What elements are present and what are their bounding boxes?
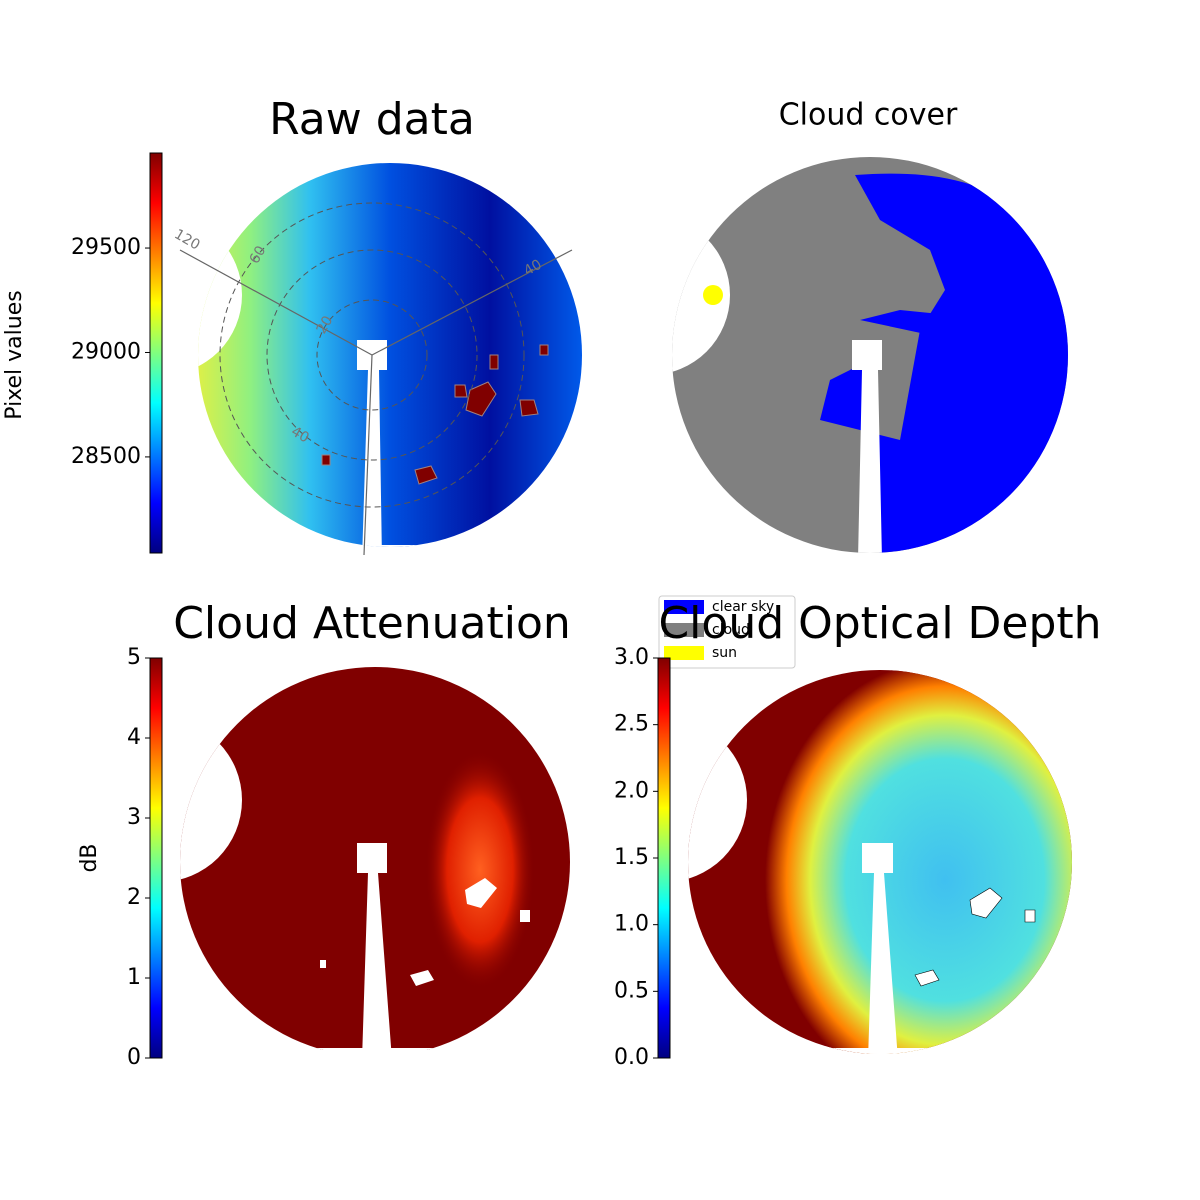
panel-title: Cloud Optical Depth	[658, 598, 1101, 649]
legend-swatch	[664, 646, 704, 660]
polar-axis	[179, 249, 573, 556]
colorbar	[657, 657, 671, 1059]
colorbar-tick-label: 3	[127, 805, 141, 830]
colorbar-tick-label: 2	[127, 885, 141, 910]
polar-grid	[219, 202, 525, 508]
panel-title: Raw data	[269, 94, 475, 145]
optical-depth-image	[688, 670, 1072, 1054]
colorbar-label: Pixel values	[2, 290, 27, 419]
legend-swatch	[664, 623, 704, 637]
legend-swatch	[664, 600, 704, 614]
colorbar-tick-label: 2.5	[614, 712, 649, 737]
colorbar-tick-label: 1	[127, 965, 141, 990]
panel-title: Cloud cover	[779, 98, 958, 133]
polar-label: 40	[521, 257, 544, 280]
legend-label: cloud	[712, 622, 750, 638]
colorbar-tick-label: 29000	[71, 339, 141, 364]
colorbar	[149, 152, 163, 554]
sun-marker	[703, 285, 723, 305]
colorbar-tick-label: 0	[127, 1045, 141, 1070]
colorbar-tick-label: 4	[127, 725, 141, 750]
colorbar-tick-label: 3.0	[614, 645, 649, 670]
colorbar	[149, 657, 163, 1059]
legend-label: sun	[712, 645, 737, 661]
colorbar-tick-label: 0.5	[614, 978, 649, 1003]
polar-label: 20	[314, 313, 337, 336]
colorbar-tick-label: 5	[127, 645, 141, 670]
legend-label: clear sky	[712, 599, 774, 615]
colorbar-tick-label: 29500	[71, 235, 141, 260]
legend: clear sky cloud sun	[658, 595, 796, 669]
panel-title: Cloud Attenuation	[173, 598, 571, 649]
polar-label: 120	[171, 226, 202, 253]
colorbar-tick-label: 1.5	[614, 845, 649, 870]
polar-label: 40	[288, 424, 311, 447]
colorbar-tick-label: 2.0	[614, 778, 649, 803]
colorbar-label: dB	[77, 843, 102, 872]
colorbar-tick-label: 1.0	[614, 912, 649, 937]
cloud-cover-image	[672, 157, 1068, 553]
polar-label: 60	[247, 243, 270, 266]
colorbar-tick-label: 28500	[71, 444, 141, 469]
colorbar-tick-label: 0.0	[614, 1045, 649, 1070]
